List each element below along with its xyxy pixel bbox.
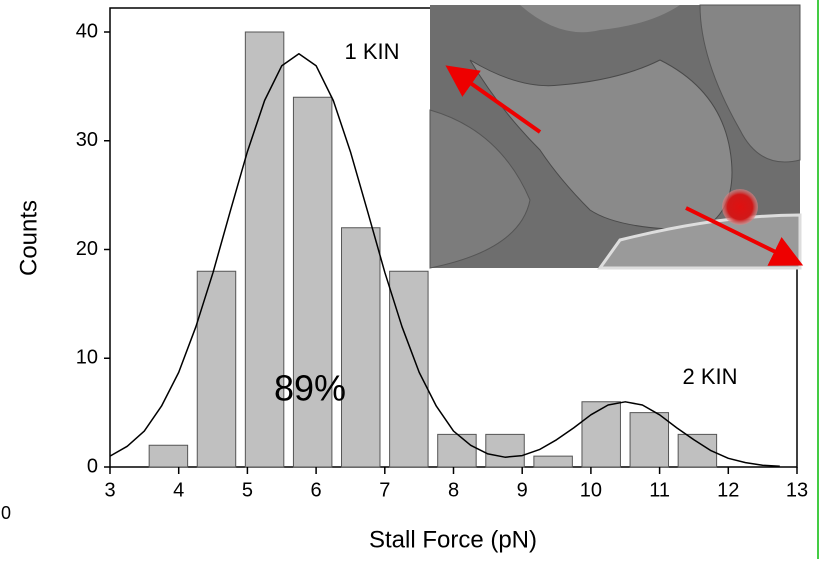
x-tick-label: 12 (717, 479, 739, 501)
x-tick-label: 4 (173, 479, 184, 501)
bar (244, 31, 285, 468)
bar (341, 227, 381, 468)
y-tick-label: 40 (76, 20, 98, 42)
y-tick-label: 30 (76, 129, 98, 151)
x-tick-label: 7 (379, 479, 390, 501)
x-tick-label: 10 (580, 479, 602, 501)
bar (629, 412, 670, 468)
bar (389, 270, 429, 468)
stray-label: 0 (1, 503, 11, 523)
x-tick-label: 3 (104, 479, 115, 501)
bar (437, 433, 477, 468)
y-tick-label: 0 (87, 455, 98, 477)
bar (292, 96, 333, 468)
annotation: 2 KIN (682, 364, 737, 389)
x-tick-label: 8 (448, 479, 459, 501)
bar (148, 444, 189, 468)
inset-image (429, 4, 804, 270)
bar (196, 270, 237, 468)
y-tick-label: 20 (76, 238, 98, 260)
y-axis-label: Counts (15, 200, 42, 276)
y-tick-label: 10 (76, 347, 98, 369)
x-tick-label: 9 (517, 479, 528, 501)
bar (533, 455, 573, 468)
bar (485, 433, 525, 468)
x-tick-label: 13 (786, 479, 808, 501)
annotation: 89% (274, 368, 346, 409)
bar (581, 401, 621, 468)
x-axis-label: Stall Force (pN) (369, 526, 537, 553)
x-tick-label: 11 (649, 479, 670, 501)
x-tick-label: 6 (311, 479, 322, 501)
x-tick-label: 5 (242, 479, 253, 501)
fit-curve (109, 53, 780, 467)
annotation: 1 KIN (344, 39, 399, 64)
